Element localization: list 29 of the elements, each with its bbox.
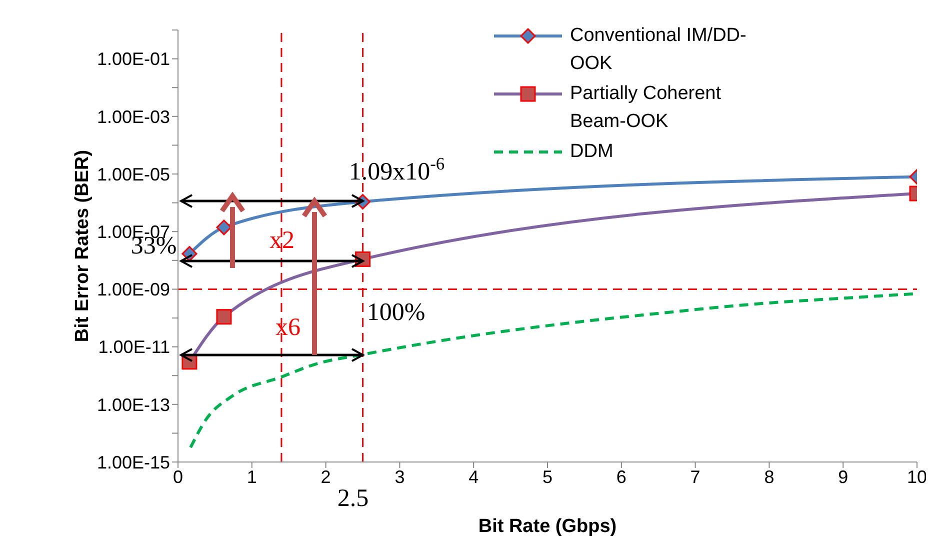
legend-label: Partially Coherent Beam-OOK [570, 82, 722, 134]
legend-label: Conventional IM/DD-OOK [570, 24, 748, 76]
annotation: 1.09x10$^{-6}$ [348, 154, 445, 186]
x-tick-label: 4 [468, 466, 479, 487]
legend-label: DDM [570, 140, 614, 164]
x-tick-label: 3 [394, 466, 405, 487]
y-axis-title: Bit Error Rates (BER) [72, 150, 93, 342]
point [216, 220, 232, 236]
y-tick-label: 1.00E-03 [96, 106, 170, 127]
x-axis-title: Bit Rate (Gbps) [478, 516, 617, 537]
x-tick-label: 9 [838, 466, 848, 487]
annotation: x2 [270, 227, 294, 254]
annotation: 100% [366, 299, 426, 326]
x-tick-label: 0 [172, 466, 184, 487]
annotation: x6 [276, 314, 300, 341]
x-tick-label: 2 [320, 466, 331, 487]
y-tick-label: 1.00E-13 [96, 394, 170, 415]
y-tick-label: 1.00E-11 [98, 337, 170, 358]
x-tick-label: 5 [542, 466, 553, 487]
y-tick-label: 1.00E-05 [96, 164, 170, 184]
text: 2.5 [337, 485, 369, 512]
x-tick-label: 1 [246, 466, 257, 487]
x-tick-label: 7 [690, 466, 700, 487]
y-tick-label: 1.00E-09 [96, 280, 170, 300]
y-tick-label: 1.00E-15 [96, 452, 170, 472]
x-tick-label: 6 [616, 466, 626, 487]
y-tick-label: 1.00E-01 [96, 49, 170, 70]
x-tick-label: 8 [764, 466, 774, 487]
x-tick-label: 10 [906, 466, 928, 487]
